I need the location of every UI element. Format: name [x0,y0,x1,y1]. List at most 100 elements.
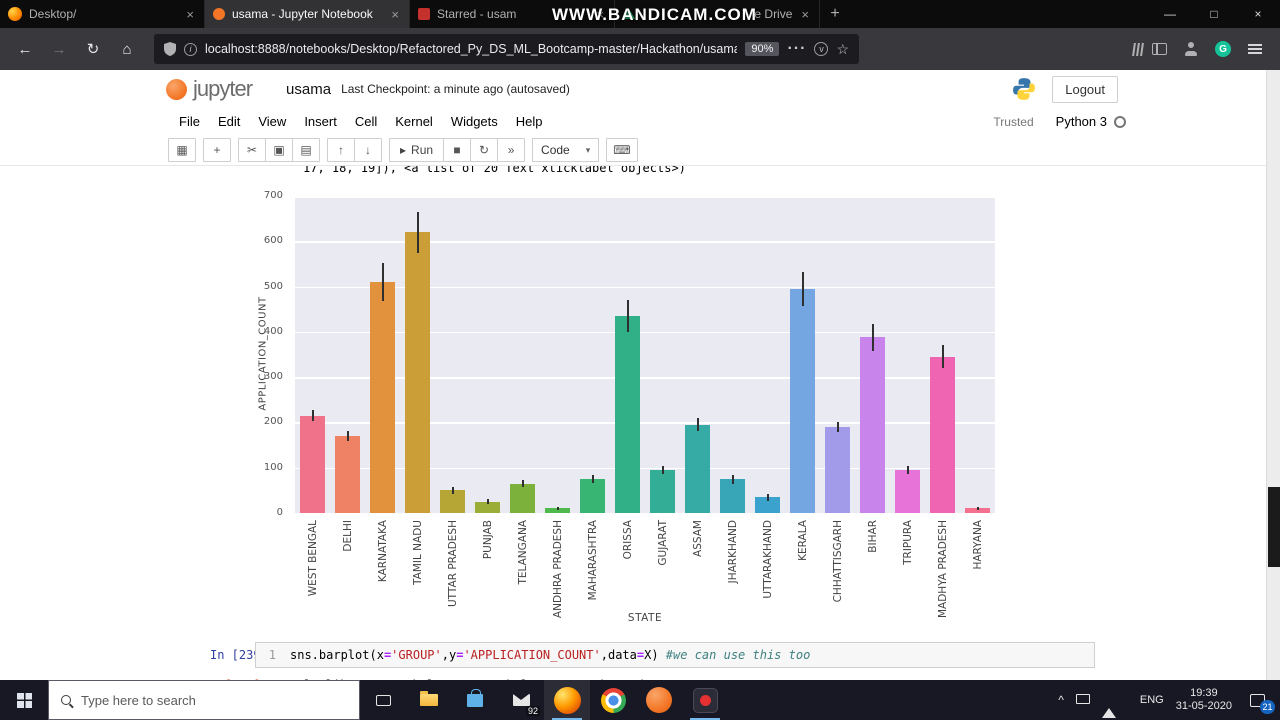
back-button[interactable]: ← [17,40,33,58]
output-prompt: Out[239]: [203,678,268,680]
menu-widgets[interactable]: Widgets [450,114,498,129]
menu-icon[interactable] [1248,48,1262,50]
jupyter-taskbar-button[interactable] [636,680,682,720]
tab-jupyter-notebook[interactable]: usama - Jupyter Notebook × [205,0,410,28]
jupyter-logo[interactable]: jupyter [166,76,253,102]
run-button[interactable]: ▸ Run [389,138,445,162]
mail-badge: 92 [525,706,540,716]
bar-punjab [475,501,500,513]
tab-title: Desktop/ [29,7,77,21]
notebook-title[interactable]: usama [286,80,332,98]
code-line: sns.barplot(x='GROUP',y='APPLICATION_COU… [284,648,810,662]
paste-cell-button[interactable]: ▤ [292,138,320,162]
folder-icon [420,691,438,706]
scrollbar-thumb[interactable] [1268,487,1280,567]
close-tab-icon[interactable]: × [391,6,399,22]
cell-type-select[interactable]: Code ▾ [532,138,600,162]
maximize-button[interactable]: □ [1210,7,1218,21]
forward-button[interactable]: → [51,40,67,58]
account-icon[interactable] [1184,42,1198,56]
bookmark-star-icon[interactable]: ☆ [836,40,849,57]
minimize-button[interactable]: — [1164,7,1176,21]
pocket-icon[interactable]: v [814,42,829,56]
sidebar-icon[interactable] [1152,43,1167,55]
x-tick-label: PUNJAB [481,520,494,560]
restart-run-all-button[interactable]: » [497,138,526,162]
grammarly-icon[interactable]: G [1215,41,1231,57]
starred-favicon-icon [418,8,430,20]
menu-help[interactable]: Help [515,114,543,129]
store-button[interactable] [452,680,498,720]
close-tab-icon[interactable]: × [596,6,604,22]
firefox-icon [553,686,581,714]
menu-cell[interactable]: Cell [354,114,378,129]
interrupt-kernel-button[interactable]: ■ [443,138,472,162]
close-tab-icon[interactable]: × [186,6,194,22]
language-indicator[interactable]: ENG [1139,694,1164,706]
code-token: sns.barplot( [290,648,377,662]
clock[interactable]: 19:39 31-05-2020 [1176,687,1232,713]
browser-navbar: ← → ↻ ⌂ i localhost:8888/notebooks/Deskt… [0,28,1280,70]
chrome-taskbar-button[interactable] [590,680,636,720]
copy-cell-button[interactable]: ▣ [265,138,293,162]
command-palette-button[interactable]: ⌨ [606,138,638,162]
show-hidden-icons-chevron[interactable]: ^ [1058,693,1064,707]
site-info-icon[interactable]: i [184,42,197,56]
file-explorer-button[interactable] [406,680,452,720]
wifi-icon[interactable] [1101,691,1116,718]
home-button[interactable]: ⌂ [122,40,132,58]
scrollbar[interactable] [1266,70,1280,680]
windows-taskbar: 92 ^ ENG 19:39 31-05-2020 21 [0,680,1280,720]
new-tab-button[interactable]: + [830,5,840,22]
bandicam-taskbar-button[interactable] [682,680,728,720]
close-tab-icon[interactable]: × [801,6,809,22]
tab-starred[interactable]: Starred - usam × [410,0,615,28]
close-window-button[interactable]: × [1254,7,1262,21]
jupyter-page: jupyter usama Last Checkpoint: a minute … [0,70,1266,680]
run-label: Run [411,143,434,157]
menu-view[interactable]: View [258,114,287,129]
error-bar [381,263,384,302]
add-cell-button[interactable]: + [203,138,231,162]
time-text: 19:39 [1190,687,1218,699]
task-view-button[interactable] [360,680,406,720]
bar-orissa [615,316,640,513]
move-cell-down-button[interactable]: ↓ [354,138,382,162]
menu-kernel[interactable]: Kernel [395,114,433,129]
bar-chhattisgarh [825,426,850,513]
code-token: = [636,648,645,662]
bar-tamil-nadu [405,232,430,513]
taskbar-search[interactable] [48,680,360,720]
zoom-level-badge[interactable]: 90% [745,42,780,56]
tab-drive[interactable]: e Drive × [615,0,820,28]
tab-desktop[interactable]: Desktop/ × [0,0,205,28]
menu-insert[interactable]: Insert [304,114,337,129]
menu-file[interactable]: File [179,114,200,129]
url-bar[interactable]: i localhost:8888/notebooks/Desktop/Refac… [154,34,859,64]
library-icon[interactable] [1132,42,1136,56]
move-cell-up-button[interactable]: ↑ [327,138,355,162]
menu-edit[interactable]: Edit [217,114,241,129]
cut-cell-button[interactable]: ✂ [238,138,266,162]
reload-button[interactable]: ↻ [86,41,100,58]
code-token: x [376,648,384,662]
header-right: Logout [1012,75,1266,103]
bar-assam [685,424,710,513]
restart-kernel-button[interactable]: ↻ [470,138,499,162]
gridline [295,422,995,424]
shield-icon[interactable] [164,42,176,56]
logout-button[interactable]: Logout [1052,75,1118,103]
page-actions-icon[interactable]: ··· [787,40,807,57]
search-input[interactable] [81,692,331,708]
save-button[interactable]: ▦ [168,138,196,162]
start-button[interactable] [0,680,48,720]
x-tick-label: WEST BENGAL [306,520,319,597]
jupyter-logo-text: jupyter [193,76,253,101]
monitor-tray-icon[interactable] [1075,691,1090,709]
drive-favicon-icon [623,9,635,19]
firefox-taskbar-button[interactable] [544,680,590,720]
url-text[interactable]: localhost:8888/notebooks/Desktop/Refacto… [205,42,738,56]
action-center-button[interactable]: 21 [1244,689,1275,714]
mail-button[interactable]: 92 [498,680,544,720]
code-cell[interactable]: 1 sns.barplot(x='GROUP',y='APPLICATION_C… [255,642,1095,668]
